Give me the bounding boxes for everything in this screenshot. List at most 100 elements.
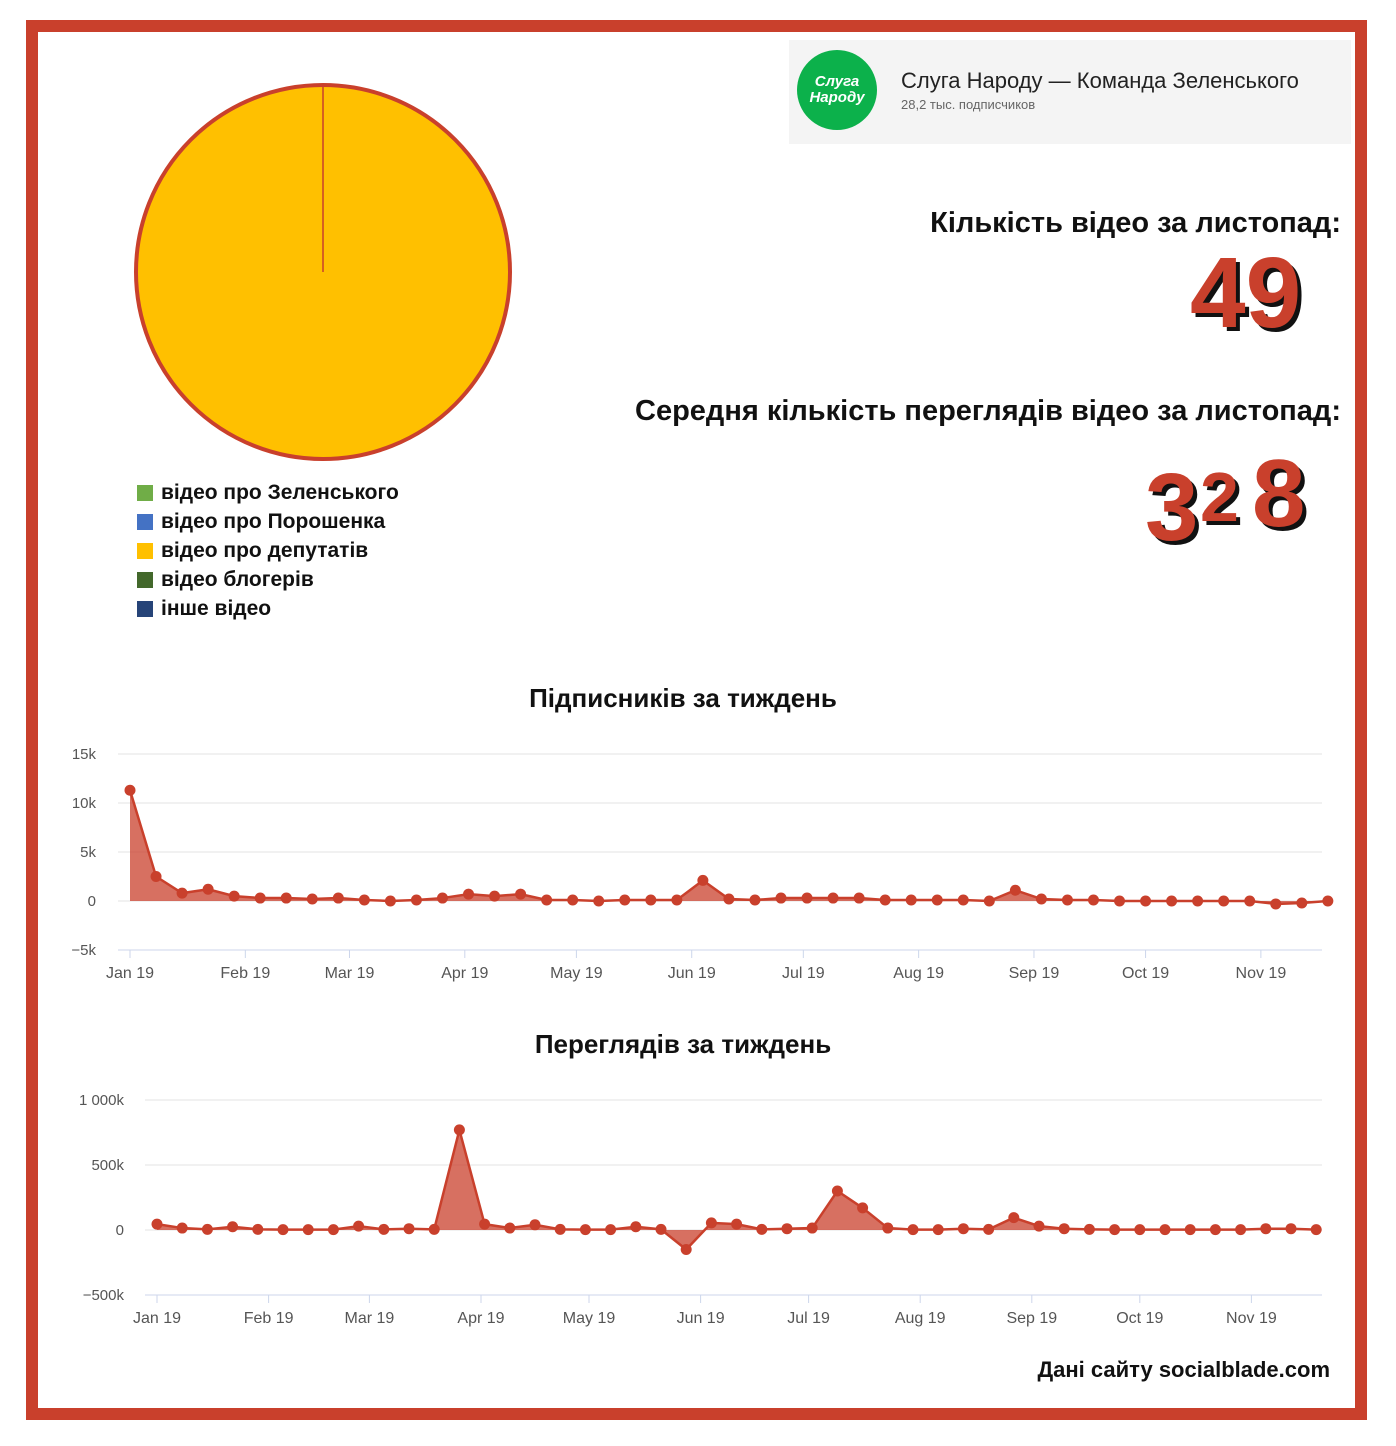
data-point[interactable] (1058, 1223, 1070, 1235)
data-point[interactable] (882, 1222, 894, 1234)
data-point[interactable] (1114, 895, 1126, 907)
channel-logo[interactable]: Слуга Народу (797, 50, 877, 130)
data-point[interactable] (1083, 1223, 1095, 1235)
data-point[interactable] (957, 1223, 969, 1235)
data-point[interactable] (1244, 895, 1256, 907)
data-point[interactable] (463, 888, 475, 900)
data-point[interactable] (593, 895, 605, 907)
channel-header[interactable]: Слуга Народу Слуга Народу — Команда Зеле… (789, 40, 1351, 144)
data-point[interactable] (1109, 1224, 1121, 1236)
data-point[interactable] (453, 1124, 465, 1136)
data-point[interactable] (907, 1224, 919, 1236)
data-point[interactable] (731, 1218, 743, 1230)
data-point[interactable] (697, 874, 709, 886)
data-point[interactable] (1140, 895, 1152, 907)
channel-name[interactable]: Слуга Народу — Команда Зеленського (901, 68, 1299, 93)
data-point[interactable] (983, 895, 995, 907)
data-point[interactable] (579, 1224, 591, 1236)
data-point[interactable] (1087, 894, 1099, 906)
data-point[interactable] (1035, 893, 1047, 905)
data-point[interactable] (201, 1223, 213, 1235)
data-point[interactable] (332, 892, 344, 904)
data-point[interactable] (756, 1223, 768, 1235)
data-point[interactable] (479, 1218, 491, 1230)
data-point[interactable] (302, 1224, 314, 1236)
data-point[interactable] (384, 895, 396, 907)
data-point[interactable] (410, 894, 422, 906)
legend-item-3[interactable]: відео блогерів (137, 565, 399, 594)
data-point[interactable] (1285, 1223, 1297, 1235)
data-point[interactable] (705, 1217, 717, 1229)
data-point[interactable] (151, 1218, 163, 1230)
data-point[interactable] (619, 894, 631, 906)
data-point[interactable] (504, 1222, 516, 1234)
data-point[interactable] (227, 1221, 239, 1233)
data-point[interactable] (1033, 1220, 1045, 1232)
data-point[interactable] (1192, 895, 1204, 907)
data-point[interactable] (358, 894, 370, 906)
data-point[interactable] (378, 1223, 390, 1235)
data-point[interactable] (428, 1223, 440, 1235)
data-point[interactable] (645, 894, 657, 906)
data-point[interactable] (932, 1224, 944, 1236)
data-point[interactable] (280, 892, 292, 904)
data-point[interactable] (403, 1223, 415, 1235)
data-point[interactable] (436, 892, 448, 904)
data-point[interactable] (277, 1224, 289, 1236)
data-point[interactable] (489, 890, 501, 902)
legend-item-4[interactable]: інше відео (137, 594, 399, 623)
data-point[interactable] (1008, 1212, 1020, 1224)
data-point[interactable] (827, 892, 839, 904)
data-point[interactable] (1296, 897, 1308, 909)
data-point[interactable] (515, 888, 527, 900)
data-point[interactable] (853, 892, 865, 904)
data-point[interactable] (353, 1220, 365, 1232)
data-point[interactable] (1134, 1224, 1146, 1236)
data-point[interactable] (252, 1223, 264, 1235)
data-point[interactable] (655, 1223, 667, 1235)
data-point[interactable] (680, 1244, 692, 1255)
legend-item-0[interactable]: відео про Зеленського (137, 478, 399, 507)
data-point[interactable] (857, 1202, 869, 1214)
legend-item-1[interactable]: відео про Порошенка (137, 507, 399, 536)
data-point[interactable] (228, 890, 240, 902)
data-point[interactable] (630, 1221, 642, 1233)
data-point[interactable] (150, 871, 162, 882)
data-point[interactable] (781, 1223, 793, 1235)
data-point[interactable] (983, 1223, 995, 1235)
data-point[interactable] (1184, 1224, 1196, 1236)
data-point[interactable] (176, 1222, 188, 1234)
data-point[interactable] (541, 894, 553, 906)
data-point[interactable] (1218, 895, 1230, 907)
data-point[interactable] (1009, 884, 1021, 896)
data-point[interactable] (749, 894, 761, 906)
data-point[interactable] (176, 887, 188, 899)
data-point[interactable] (1322, 895, 1334, 907)
data-point[interactable] (1235, 1224, 1247, 1236)
data-point[interactable] (327, 1224, 339, 1236)
data-point[interactable] (1159, 1224, 1171, 1236)
legend-item-2[interactable]: відео про депутатів (137, 536, 399, 565)
data-point[interactable] (879, 894, 891, 906)
data-point[interactable] (567, 894, 579, 906)
data-point[interactable] (1310, 1224, 1322, 1236)
data-point[interactable] (1166, 895, 1178, 907)
data-point[interactable] (831, 1185, 843, 1197)
data-point[interactable] (1061, 894, 1073, 906)
data-point[interactable] (905, 894, 917, 906)
data-point[interactable] (957, 894, 969, 906)
data-point[interactable] (554, 1223, 566, 1235)
data-point[interactable] (723, 893, 735, 905)
data-point[interactable] (605, 1224, 617, 1236)
data-point[interactable] (202, 883, 214, 895)
data-point[interactable] (254, 892, 266, 904)
data-point[interactable] (1209, 1224, 1221, 1236)
data-point[interactable] (1270, 898, 1282, 910)
data-point[interactable] (124, 784, 136, 796)
data-point[interactable] (775, 892, 787, 904)
data-point[interactable] (671, 894, 683, 906)
data-point[interactable] (806, 1222, 818, 1234)
data-point[interactable] (1260, 1223, 1272, 1235)
data-point[interactable] (529, 1219, 541, 1231)
data-point[interactable] (306, 893, 318, 905)
